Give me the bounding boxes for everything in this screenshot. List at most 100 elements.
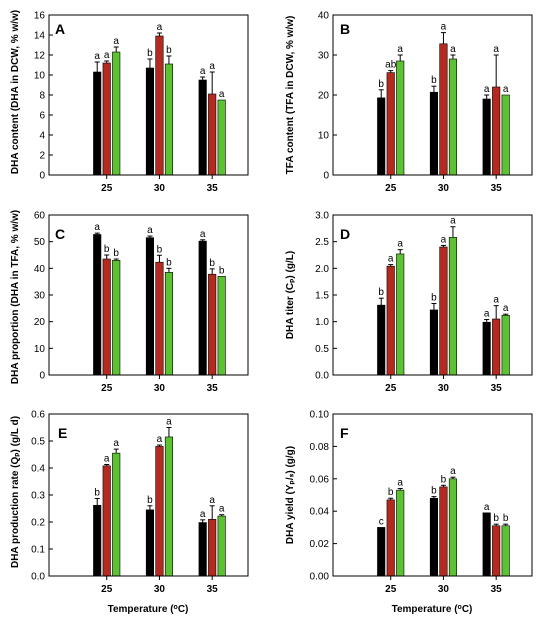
panel-e-bar — [145, 509, 154, 577]
panel-e-xlabel: Temperature (oC) — [108, 604, 189, 616]
panel-a-bar — [112, 51, 121, 176]
panel-c-significance-letter: a — [147, 225, 153, 236]
panel-c-ytick-label: 60 — [34, 211, 46, 222]
panel-d-bar — [377, 304, 386, 376]
panel-a-category-label: 30 — [154, 183, 166, 194]
panel-d-yticks: 0.0 0.5 1.0 1.5 2.0 2.5 3.0 — [315, 211, 337, 382]
panel-d-significance-letter: b — [431, 293, 437, 304]
panel-e-category-label: 25 — [101, 584, 113, 595]
panel-e-bar — [112, 452, 121, 577]
panel-e-bar — [208, 518, 217, 577]
panel-d-significance-letter: a — [388, 254, 394, 265]
panel-a-significance-letter: b — [147, 48, 153, 59]
panel-f-significance-letter: b — [493, 513, 499, 524]
panel-e-significance-letter: a — [219, 504, 225, 515]
panel-d-significance-letter: a — [441, 234, 447, 245]
panel-c-yticks: 0 10 20 30 40 50 60 — [34, 211, 53, 382]
panel-d-ytick-label: 3.0 — [315, 211, 329, 222]
panel-f-significance-letter: a — [484, 502, 490, 513]
panel-b-significance-letter: b — [431, 75, 437, 86]
panel-e-bar — [217, 515, 226, 577]
panel-e-significance-letter: a — [157, 434, 163, 445]
panel-c-bar — [112, 260, 121, 376]
panel-c-ytick-label: 30 — [34, 291, 46, 302]
panel-f-ytick-label: 0.02 — [310, 539, 330, 550]
panel-b-category-label: 30 — [438, 183, 450, 194]
panel-b-ytick-label: 10 — [318, 131, 330, 142]
panel-a-category-label: 25 — [101, 183, 113, 194]
panel-b-bar — [396, 60, 405, 176]
panel-c-significance-letter: b — [209, 258, 215, 269]
panel-f-significance-letter: b — [388, 487, 394, 498]
panel-e-bar — [102, 465, 111, 577]
panel-b-category-label: 35 — [491, 183, 503, 194]
panel-d-frame — [332, 214, 533, 376]
panel-c-significance-letter: b — [113, 248, 119, 259]
panel-d-ytick-label: 0.5 — [315, 344, 329, 355]
panel-d-significance-letter: a — [503, 303, 509, 314]
panel-b-bar — [501, 94, 510, 176]
panel-a-frame — [48, 14, 249, 176]
panel-e-bar — [198, 522, 207, 577]
panel-d-ylabel: DHA titer (Cₚ) (g/L) — [285, 251, 296, 339]
panel-b-significance-letter: a — [503, 84, 509, 95]
panel-e-significance-letter: b — [94, 488, 100, 499]
panel-a-ytick-label: 16 — [34, 11, 46, 22]
panel-a-category-label: 35 — [207, 183, 219, 194]
panel-e-ytick-label: 0.1 — [31, 545, 45, 556]
panel-e-significance-letter: b — [147, 495, 153, 506]
panel-e: DHA production rate (Qₚ) (g/L d) E 0.00.… — [10, 410, 249, 616]
panel-b-bar — [492, 86, 501, 176]
panel-f-significance-letter: a — [450, 466, 456, 477]
panel-f-bar — [492, 525, 501, 577]
panel-f-category-label: 30 — [438, 584, 450, 595]
panel-e-significance-letter: a — [113, 438, 119, 449]
panel-e-significance-letter: a — [209, 495, 215, 506]
panel-c-significance-letter: b — [157, 244, 163, 255]
panel-c-significance-letter: b — [166, 257, 172, 268]
panel-f-letter: F — [340, 425, 349, 441]
panel-d-bar — [386, 265, 395, 376]
panel-a-ytick-label: 10 — [34, 71, 46, 82]
panel-c-frame — [48, 214, 249, 376]
panel-e-ylabel: DHA production rate (Qₚ) (g/L d) — [10, 416, 21, 568]
panel-c-ytick-label: 50 — [34, 237, 46, 248]
panel-b-category-label: 25 — [385, 183, 397, 194]
panel-a-significance-letter: a — [94, 51, 100, 62]
panel-a-bar — [198, 79, 207, 176]
panel-c-letter: C — [55, 226, 65, 242]
panel-a-letter: A — [55, 21, 65, 37]
panel-b-bar — [386, 72, 395, 176]
panel-c-ytick-label: 20 — [34, 317, 46, 328]
panel-a-significance-letter: b — [166, 45, 172, 56]
panel-b-ytick-label: 30 — [318, 51, 330, 62]
panel-f: DHA yield (Yₚ/ₛ) (g/g) F 0.00 0.02 0.04 0.0… — [285, 410, 533, 615]
panel-d-ytick-label: 1.0 — [315, 317, 329, 328]
panel-f-ytick-label: 0.06 — [310, 474, 330, 485]
panel-c: DHA proportion (DHA in TFA, % w/w) C 0 10… — [10, 210, 249, 394]
panel-f-bar — [439, 486, 448, 577]
panel-a: DHA content (DHA in DCW, % w/w) A 0 2 4 6 8 1… — [10, 10, 249, 194]
panel-f-bar — [377, 527, 386, 577]
panel-b-significance-letter: a — [397, 44, 403, 55]
panel-b-bar — [439, 43, 448, 176]
panel-d-category-label: 30 — [438, 383, 450, 394]
panel-a-significance-letter: a — [157, 22, 163, 33]
panel-d-significance-letter: b — [378, 287, 384, 298]
panel-c-significance-letter: b — [219, 265, 225, 276]
panel-f-categories: 25 30 35 — [385, 576, 502, 595]
panel-e-bar — [93, 504, 102, 577]
panel-f-frame — [332, 413, 533, 577]
panel-d-bar — [429, 309, 438, 376]
panel-e-category-label: 30 — [154, 584, 166, 595]
panel-d-ytick-label: 1.5 — [315, 291, 329, 302]
panel-a-ytick-label: 14 — [34, 31, 46, 42]
panel-a-bar — [155, 35, 164, 176]
panel-c-bar — [217, 276, 226, 376]
panel-f-category-label: 25 — [385, 584, 397, 595]
panel-b-bar — [482, 98, 491, 176]
panel-d-ytick-label: 2.5 — [315, 237, 329, 248]
